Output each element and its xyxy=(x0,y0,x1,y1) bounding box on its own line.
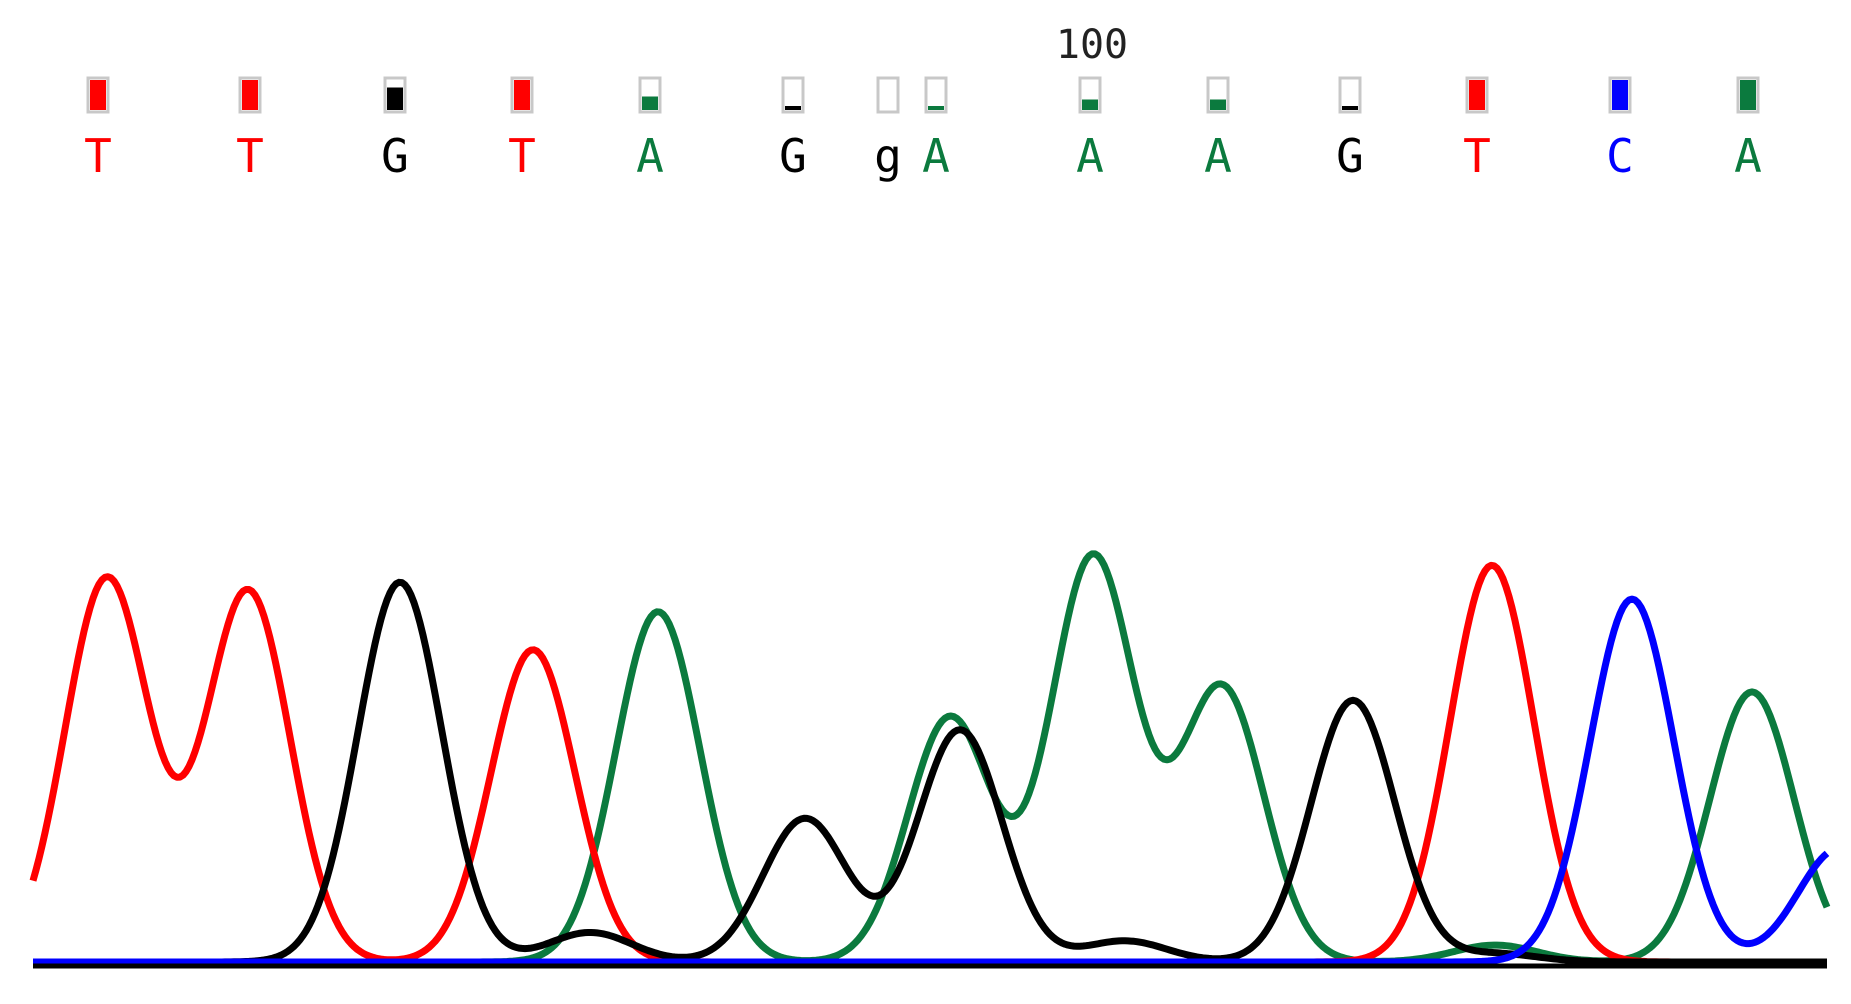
base-call-label: g xyxy=(874,129,902,183)
quality-bar xyxy=(1342,106,1358,110)
base-call-label: G xyxy=(779,129,807,183)
base-call-label: T xyxy=(1463,129,1491,183)
quality-bar xyxy=(928,106,944,110)
base-call-label: A xyxy=(922,129,950,183)
trace-curves xyxy=(29,550,1831,966)
quality-bar xyxy=(1210,99,1226,110)
trace-T xyxy=(29,561,1828,966)
base-call-label: A xyxy=(1076,129,1104,183)
base-call-label: A xyxy=(636,129,664,183)
base-call-label: T xyxy=(508,129,536,183)
base-call-label: G xyxy=(381,129,409,183)
base-call-label: A xyxy=(1734,129,1762,183)
quality-bar xyxy=(1082,99,1098,110)
quality-bar xyxy=(785,106,801,110)
quality-bar xyxy=(242,80,258,110)
quality-bar xyxy=(90,80,106,110)
trace-G xyxy=(32,578,1828,966)
trace-A xyxy=(32,550,1831,966)
quality-box xyxy=(924,76,948,114)
quality-bar xyxy=(387,87,403,110)
base-call-label: T xyxy=(236,129,264,183)
base-call-label: C xyxy=(1606,129,1634,183)
quality-box xyxy=(781,76,805,114)
quality-box xyxy=(876,76,900,114)
base-call-label: G xyxy=(1336,129,1364,183)
base-call-label: A xyxy=(1204,129,1232,183)
quality-bar xyxy=(1469,80,1485,110)
trace-C xyxy=(32,595,1830,966)
base-call-label: T xyxy=(84,129,112,183)
position-label: 100 xyxy=(1056,22,1128,68)
quality-bar xyxy=(1740,80,1756,110)
quality-bar xyxy=(514,80,530,110)
quality-bar xyxy=(1612,80,1628,110)
quality-box xyxy=(1338,76,1362,114)
quality-bar xyxy=(642,96,658,110)
